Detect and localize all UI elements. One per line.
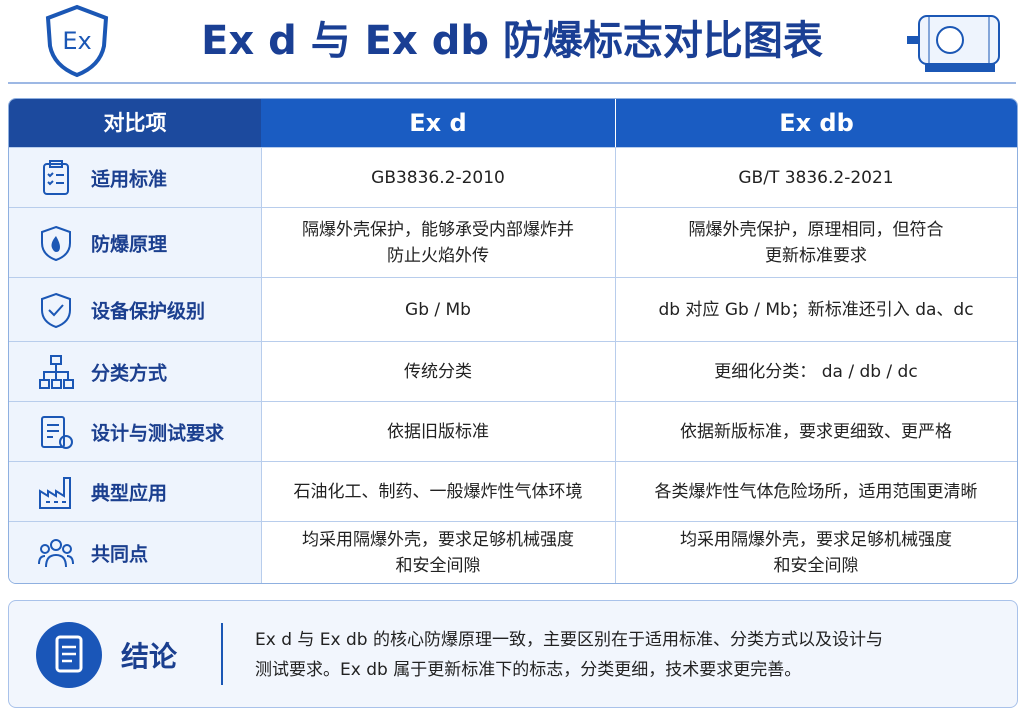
table-cell: GB3836.2-2010	[261, 148, 616, 208]
cell-text: 隔爆外壳保护，原理相同，但符合	[688, 220, 944, 240]
cell-text: db 对应 Gb / Mb；新标准还引入 da、dc	[658, 300, 974, 320]
cell-text: 隔爆外壳保护，能够承受内部爆炸并	[302, 220, 574, 240]
header-row: 对比项 Ex d Ex db	[9, 99, 1017, 147]
table-row: 典型应用 石油化工、制药、一般爆炸性气体环境 各类爆炸性气体危险场所，适用范围更清晰	[9, 461, 1017, 522]
document-icon	[36, 622, 102, 688]
table-row: 分类方式 传统分类 更细化分类： da / db / dc	[9, 341, 1017, 402]
row-label-cell: 适用标准	[9, 148, 262, 208]
column-header: Ex d	[261, 99, 616, 147]
cell-text: Gb / Mb	[405, 300, 471, 320]
table-row: 共同点 均采用隔爆外壳，要求足够机械强度 和安全间隙 均采用隔爆外壳，要求足够机械强度…	[9, 521, 1017, 583]
logo-shield: Ex	[45, 4, 109, 78]
row-label: 适用标准	[91, 168, 168, 191]
row-icon	[39, 355, 74, 389]
row-label: 设备保护级别	[91, 300, 206, 323]
row-icon	[43, 160, 69, 195]
row-icon	[41, 225, 71, 262]
table-cell: 各类爆炸性气体危险场所，适用范围更清晰	[615, 462, 1017, 522]
row-label-cell: 分类方式	[9, 342, 262, 402]
conclusion-box: 结论 Ex d 与 Ex db 的核心防爆原理一致，主要区别在于适用标准、分类方…	[8, 600, 1018, 708]
table-cell: 隔爆外壳保护，能够承受内部爆炸并 防止火焰外传	[261, 208, 616, 278]
conclusion-label: 结论	[121, 640, 178, 673]
cell-text: 更新标准要求	[765, 246, 867, 266]
comparison-table: 对比项 Ex d Ex db 适用标准 GB3836.2-2010 GB/T 383…	[8, 98, 1018, 584]
cell-text: 石油化工、制药、一般爆炸性气体环境	[293, 482, 583, 502]
table-cell: 依据旧版标准	[261, 402, 616, 462]
row-icon	[41, 292, 71, 329]
logo-text: Ex	[62, 27, 91, 55]
row-label: 分类方式	[91, 362, 168, 385]
row-icon	[39, 477, 71, 509]
row-icon	[38, 539, 74, 568]
conclusion-text: 测试要求。Ex db 属于更新标准下的标志，分类更细，技术要求更完善。	[255, 660, 802, 680]
table-cell: 隔爆外壳保护，原理相同，但符合 更新标准要求	[615, 208, 1017, 278]
cell-text: 和安全间隙	[395, 556, 481, 576]
table-cell: Gb / Mb	[261, 278, 616, 342]
table-cell: GB/T 3836.2-2021	[615, 148, 1017, 208]
table-row: 设计与测试要求 依据旧版标准 依据新版标准，要求更细致、更严格	[9, 401, 1017, 462]
row-label-cell: 防爆原理	[9, 208, 262, 278]
cell-text: 更细化分类： da / db / dc	[714, 362, 918, 382]
row-label-cell: 设备保护级别	[9, 278, 262, 342]
conclusion-text: Ex d 与 Ex db 的核心防爆原理一致，主要区别在于适用标准、分类方式以及…	[255, 630, 883, 650]
motor-icon	[907, 15, 1000, 72]
cell-text: 均采用隔爆外壳，要求足够机械强度	[680, 530, 952, 550]
row-label: 共同点	[91, 543, 149, 566]
row-label-cell: 共同点	[9, 522, 262, 583]
table-cell: 石油化工、制药、一般爆炸性气体环境	[261, 462, 616, 522]
table-cell: 传统分类	[261, 342, 616, 402]
cell-text: GB/T 3836.2-2021	[738, 168, 894, 188]
table-row: 适用标准 GB3836.2-2010 GB/T 3836.2-2021	[9, 147, 1017, 208]
cell-text: 各类爆炸性气体危险场所，适用范围更清晰	[654, 482, 978, 502]
table-cell: 均采用隔爆外壳，要求足够机械强度 和安全间隙	[615, 522, 1017, 583]
table-row: 防爆原理 隔爆外壳保护，能够承受内部爆炸并 防止火焰外传 隔爆外壳保护，原理相同，但符…	[9, 207, 1017, 278]
cell-text: 防止火焰外传	[387, 246, 489, 266]
row-label: 典型应用	[91, 482, 168, 505]
cell-text: 传统分类	[404, 362, 472, 382]
title-divider	[8, 82, 1016, 84]
cell-text: 和安全间隙	[773, 556, 859, 576]
table-cell: db 对应 Gb / Mb；新标准还引入 da、dc	[615, 278, 1017, 342]
row-label: 防爆原理	[91, 233, 168, 256]
table-row: 设备保护级别 Gb / Mb db 对应 Gb / Mb；新标准还引入 da、dc	[9, 277, 1017, 342]
cell-text: 均采用隔爆外壳，要求足够机械强度	[302, 530, 574, 550]
column-header: 对比项	[9, 99, 261, 147]
table-cell: 均采用隔爆外壳，要求足够机械强度 和安全间隙	[261, 522, 616, 583]
table-cell: 依据新版标准，要求更细致、更严格	[615, 402, 1017, 462]
row-icon	[41, 416, 73, 449]
cell-text: GB3836.2-2010	[371, 168, 505, 188]
column-header: Ex db	[616, 99, 1017, 147]
page-title: Ex d 与 Ex db 防爆标志对比图表	[201, 18, 823, 64]
divider	[221, 623, 223, 685]
row-label-cell: 设计与测试要求	[9, 402, 262, 462]
cell-text: 依据新版标准，要求更细致、更严格	[680, 422, 952, 442]
table-cell: 更细化分类： da / db / dc	[615, 342, 1017, 402]
row-label: 设计与测试要求	[91, 422, 225, 445]
row-label-cell: 典型应用	[9, 462, 262, 522]
cell-text: 依据旧版标准	[387, 422, 489, 442]
